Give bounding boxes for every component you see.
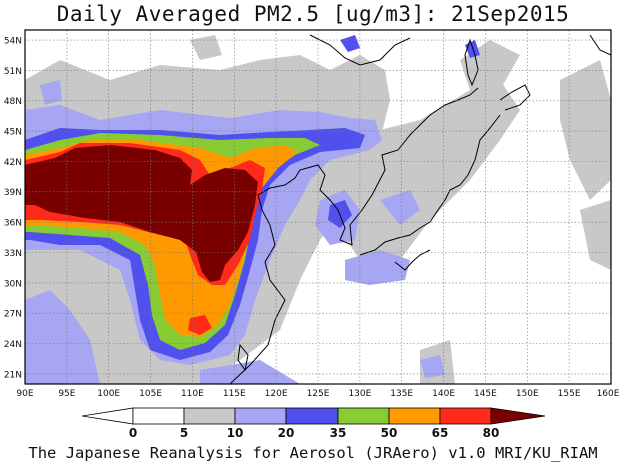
lon-tick-label: 155E bbox=[558, 389, 581, 399]
lon-tick-label: 160E bbox=[597, 389, 620, 399]
colorbar-label: 20 bbox=[278, 426, 295, 440]
colorbar-labels: 0 5 10 20 35 50 65 80 bbox=[129, 426, 500, 440]
colorbar-label: 10 bbox=[227, 426, 244, 440]
colorbar-label: 50 bbox=[381, 426, 398, 440]
map-title: Daily Averaged PM2.5 [ug/m3]: 21Sep2015 bbox=[56, 2, 570, 26]
lat-tick-label: 42N bbox=[4, 158, 22, 168]
lat-tick-label: 51N bbox=[4, 67, 22, 77]
lon-tick-label: 145E bbox=[474, 389, 497, 399]
colorbar-swatch-5-10 bbox=[183, 407, 236, 425]
lat-tick-label: 24N bbox=[4, 340, 22, 350]
pm25-level-80-region bbox=[25, 145, 258, 282]
lon-tick-label: 100E bbox=[97, 389, 120, 399]
colorbar-max-arrow bbox=[490, 407, 546, 425]
lat-tick-label: 36N bbox=[4, 219, 22, 229]
lon-tick-labels: 90E 95E 100E 105E 110E 115E 120E 125E 13… bbox=[16, 389, 619, 399]
lat-tick-label: 54N bbox=[4, 37, 22, 47]
footer-credit: The Japanese Reanalysis for Aerosol (JRA… bbox=[28, 444, 598, 462]
colorbar-swatch-35-50 bbox=[337, 407, 390, 425]
map-grid bbox=[25, 30, 611, 384]
lon-tick-label: 130E bbox=[348, 389, 371, 399]
lat-tick-label: 21N bbox=[4, 370, 22, 380]
lon-tick-label: 120E bbox=[265, 389, 288, 399]
colorbar-label: 5 bbox=[180, 426, 188, 440]
colorbar-swatch-65-80 bbox=[439, 407, 492, 425]
lon-tick-label: 95E bbox=[58, 389, 75, 399]
colorbar-swatch-50-65 bbox=[388, 407, 441, 425]
lon-tick-label: 115E bbox=[223, 389, 246, 399]
colorbar-label: 35 bbox=[330, 426, 347, 440]
colorbar bbox=[81, 407, 546, 425]
lat-tick-label: 45N bbox=[4, 128, 22, 138]
lon-tick-label: 105E bbox=[139, 389, 162, 399]
colorbar-min-arrow bbox=[81, 407, 134, 425]
colorbar-swatch-0-5 bbox=[132, 407, 185, 425]
lon-tick-label: 110E bbox=[181, 389, 204, 399]
lon-tick-label: 140E bbox=[432, 389, 455, 399]
lat-tick-label: 27N bbox=[4, 310, 22, 320]
map-frame bbox=[24, 29, 612, 385]
lat-tick-label: 39N bbox=[4, 188, 22, 198]
colorbar-swatch-20-35 bbox=[285, 407, 339, 425]
colorbar-label: 65 bbox=[432, 426, 449, 440]
colorbar-label: 0 bbox=[129, 426, 137, 440]
lon-tick-label: 90E bbox=[16, 389, 33, 399]
coastlines bbox=[229, 34, 611, 384]
lat-tick-labels: 54N 51N 48N 45N 42N 39N 36N 33N 30N 27N … bbox=[4, 37, 22, 381]
lat-tick-label: 30N bbox=[4, 279, 22, 289]
lon-tick-label: 125E bbox=[307, 389, 330, 399]
colorbar-label: 80 bbox=[483, 426, 500, 440]
concentration-field bbox=[25, 35, 611, 384]
lat-tick-label: 33N bbox=[4, 249, 22, 259]
lon-tick-label: 135E bbox=[390, 389, 413, 399]
lon-tick-label: 150E bbox=[516, 389, 539, 399]
colorbar-swatch-10-20 bbox=[234, 407, 287, 425]
lat-tick-label: 48N bbox=[4, 97, 22, 107]
